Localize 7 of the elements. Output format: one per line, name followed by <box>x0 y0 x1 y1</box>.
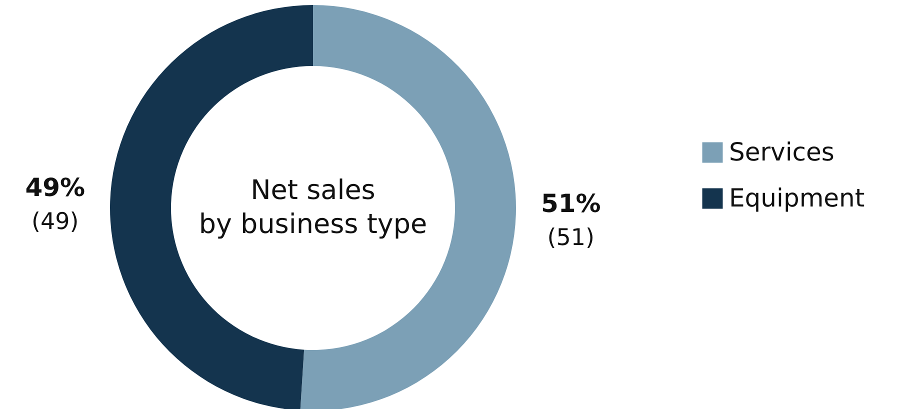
text: (51) <box>547 225 594 252</box>
legend-label: Services <box>729 138 834 166</box>
text: Net sales by business type <box>198 175 428 240</box>
data-label: 51% <box>540 189 601 218</box>
data-label: 49% <box>25 172 86 202</box>
text: (49) <box>32 208 79 235</box>
legend-label: Equipment <box>729 184 865 212</box>
